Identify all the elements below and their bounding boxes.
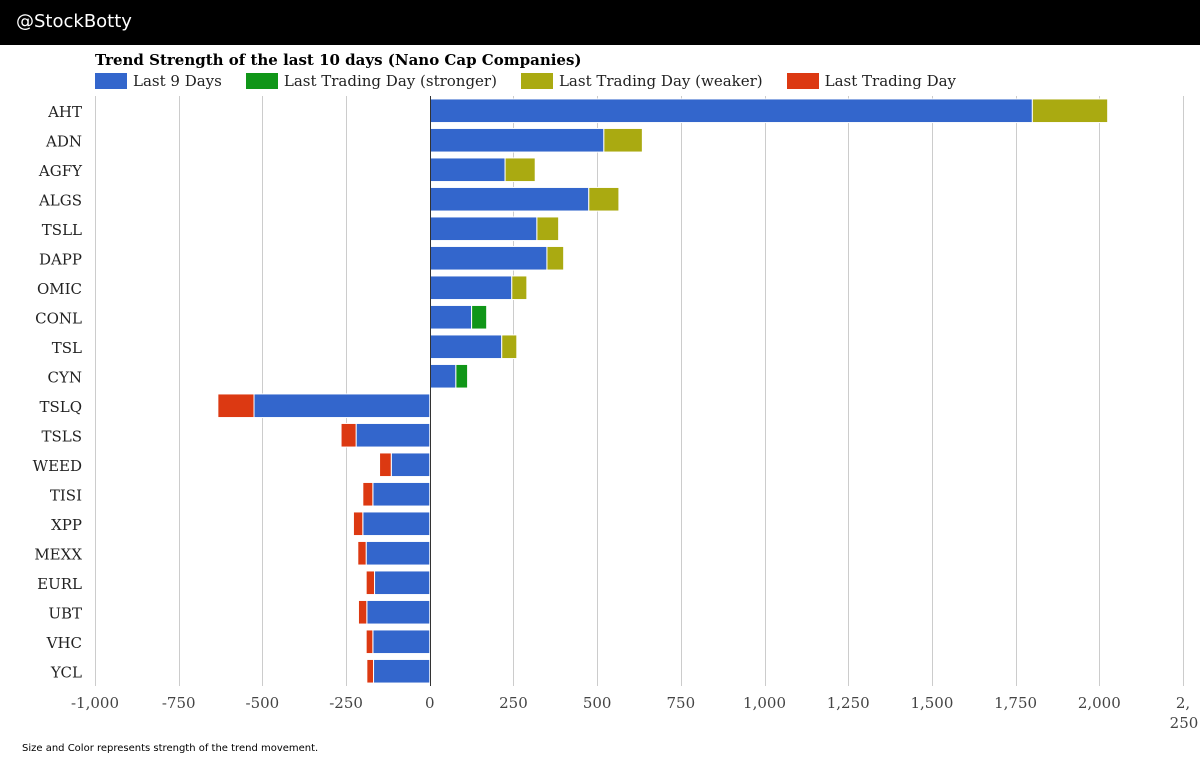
x-tick-label: 750 [667, 694, 696, 712]
bar-segment-ycl-s0 [373, 658, 431, 684]
legend-label: Last Trading Day (weaker) [558, 72, 763, 90]
bar-segment-omic-s2 [511, 275, 528, 301]
x-tick-label: -750 [162, 694, 196, 712]
category-label: CONL [35, 309, 82, 327]
bar-segment-conl-s1 [471, 304, 488, 330]
legend-label: Last Trading Day (stronger) [283, 72, 497, 90]
bar-segment-cyn-s0 [429, 363, 457, 389]
legend-label: Last 9 Days [133, 72, 222, 90]
bar-segment-tsl-s0 [429, 334, 503, 360]
category-label: OMIC [37, 280, 82, 298]
category-label: AGFY [38, 162, 83, 180]
x-tick-label: 250 [1170, 714, 1199, 732]
bar-segment-dapp-s0 [429, 245, 548, 271]
bar-segment-weed-s3 [379, 452, 392, 478]
x-tick-label: -250 [329, 694, 363, 712]
legend-swatch-last-9-days [95, 73, 127, 89]
bar-segment-eurl-s3 [365, 570, 376, 596]
bar-segment-conl-s0 [429, 304, 473, 330]
bar-segment-mexx-s0 [365, 540, 431, 566]
legend-item-last-day[interactable]: Last Trading Day [786, 72, 957, 90]
bar-segment-xpp-s0 [362, 511, 431, 537]
legend-swatch-last-day-stronger [245, 73, 278, 89]
bar-segment-algs-s0 [429, 186, 590, 212]
category-label: DAPP [39, 250, 82, 268]
legend-swatch-last-day [786, 73, 819, 89]
x-tick-label: 2, [1176, 694, 1190, 712]
legend-label: Last Trading Day [824, 72, 957, 90]
bar-segment-ubt-s0 [366, 599, 431, 625]
bar-segment-tisi-s0 [372, 481, 431, 507]
bar-segment-ubt-s3 [357, 599, 368, 625]
chart-legend: Last 9 Days Last Trading Day (stronger) … [95, 72, 980, 90]
category-label: AHT [47, 103, 82, 121]
bar-segment-cyn-s1 [455, 363, 469, 389]
bar-segment-omic-s0 [429, 275, 513, 301]
bar-segment-tsls-s0 [355, 422, 431, 448]
bar-segment-mexx-s3 [357, 540, 367, 566]
x-tick-label: 250 [499, 694, 528, 712]
bar-segment-tsll-s2 [536, 216, 560, 242]
bar-segment-adn-s2 [603, 127, 643, 153]
legend-item-last-day-weaker[interactable]: Last Trading Day (weaker) [520, 72, 763, 90]
bar-segment-xpp-s3 [352, 511, 364, 537]
x-tick-label: 2,000 [1078, 694, 1121, 712]
bar-segment-ycl-s3 [366, 658, 375, 684]
footnote: Size and Color represents strength of th… [22, 743, 319, 754]
category-label: MEXX [34, 545, 82, 563]
bar-segment-tslq-s0 [253, 393, 431, 419]
category-label: YCL [50, 663, 82, 681]
category-label: VHC [46, 634, 82, 652]
bar-segment-tsls-s3 [340, 422, 357, 448]
legend-swatch-last-day-weaker [520, 73, 553, 89]
legend-item-last-day-stronger[interactable]: Last Trading Day (stronger) [245, 72, 497, 90]
category-label: ALGS [38, 191, 82, 209]
bar-segment-dapp-s2 [546, 245, 565, 271]
category-label: TSLS [41, 427, 82, 445]
category-label: UBT [48, 604, 82, 622]
category-label: XPP [51, 516, 82, 534]
x-tick-label: 500 [583, 694, 612, 712]
category-label: EURL [37, 575, 82, 593]
x-tick-label: 0 [425, 694, 435, 712]
legend-item-last-9-days[interactable]: Last 9 Days [95, 72, 222, 90]
chart-title: Trend Strength of the last 10 days (Nano… [95, 51, 582, 69]
x-tick-label: 1,750 [994, 694, 1037, 712]
bar-segment-agfy-s2 [504, 157, 536, 183]
bar-segment-vhc-s0 [372, 629, 431, 655]
bar-segment-aht-s0 [429, 98, 1033, 124]
bar-segment-aht-s2 [1031, 98, 1109, 124]
category-label: TSL [52, 339, 82, 357]
bar-segment-tisi-s3 [362, 481, 374, 507]
x-tick-label: 1,500 [910, 694, 953, 712]
header-bar: @StockBotty [0, 0, 1200, 45]
x-tick-label: 1,000 [743, 694, 786, 712]
bar-segment-eurl-s0 [374, 570, 431, 596]
x-tick-label: -1,000 [71, 694, 119, 712]
bar-segment-vhc-s3 [365, 629, 374, 655]
category-label: ADN [45, 132, 82, 150]
category-label: TSLL [42, 221, 82, 239]
bar-segment-agfy-s0 [429, 157, 506, 183]
bar-segment-adn-s0 [429, 127, 605, 153]
account-handle[interactable]: @StockBotty [16, 11, 132, 32]
x-tick-label: 1,250 [827, 694, 870, 712]
category-label: TSLQ [39, 398, 82, 416]
bar-segment-weed-s0 [390, 452, 431, 478]
bar-segment-tsl-s2 [501, 334, 518, 360]
bar-segment-algs-s2 [588, 186, 620, 212]
category-label: WEED [33, 457, 82, 475]
bar-segment-tslq-s3 [217, 393, 255, 419]
category-label: CYN [47, 368, 82, 386]
bar-segment-tsll-s0 [429, 216, 538, 242]
category-label: TISI [50, 486, 82, 504]
x-tick-label: -500 [246, 694, 280, 712]
